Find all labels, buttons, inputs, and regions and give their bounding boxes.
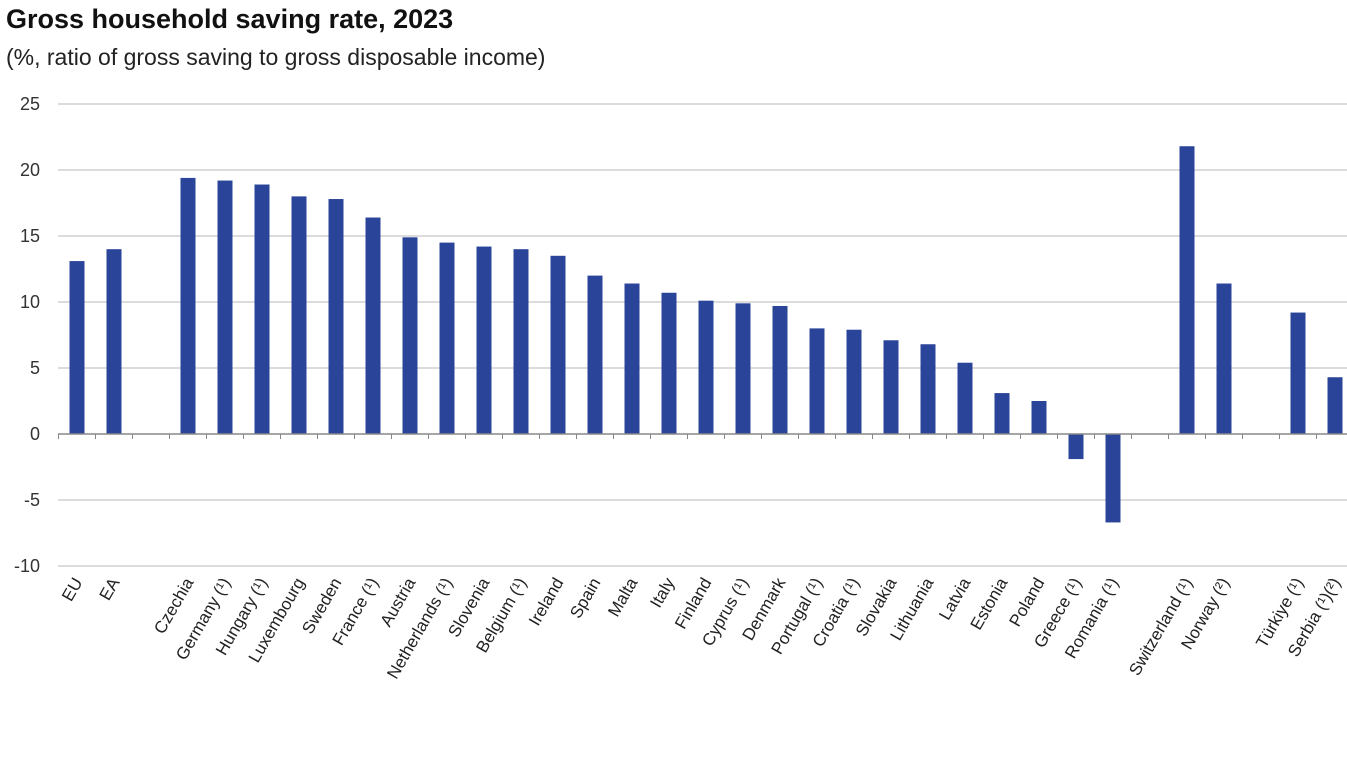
bar	[328, 199, 344, 434]
bar	[365, 217, 381, 434]
bar	[291, 196, 307, 434]
bar	[69, 261, 85, 434]
chart-subtitle: (%, ratio of gross saving to gross dispo…	[6, 44, 546, 70]
chart-title: Gross household saving rate, 2023	[6, 4, 454, 34]
bar	[957, 362, 973, 434]
y-tick-label: 15	[20, 226, 40, 246]
bar	[994, 393, 1010, 434]
bar	[587, 275, 603, 434]
x-tick-label: Ireland	[525, 575, 567, 630]
y-tick-label: -5	[24, 490, 40, 510]
x-tick-label: Estonia	[967, 574, 1012, 633]
bar	[402, 237, 418, 434]
x-tick-label: Malta	[604, 574, 642, 620]
bar	[1327, 377, 1343, 434]
bar	[846, 329, 862, 434]
bar	[550, 255, 566, 434]
bar	[698, 300, 714, 434]
bar	[920, 344, 936, 434]
bar	[809, 328, 825, 434]
y-tick-label: 0	[30, 424, 40, 444]
x-tick-label: Latvia	[935, 574, 974, 623]
y-tick-label: 5	[30, 358, 40, 378]
bar	[1216, 283, 1232, 434]
bar	[106, 249, 122, 434]
x-tick-label: EA	[96, 574, 124, 604]
x-tick-label: EU	[58, 575, 86, 605]
bar	[254, 184, 270, 434]
y-tick-label: 10	[20, 292, 40, 312]
bar	[1068, 434, 1084, 460]
bar	[661, 292, 677, 434]
bar	[1290, 312, 1306, 434]
bar	[439, 242, 455, 434]
bar	[1031, 401, 1047, 434]
bar	[624, 283, 640, 434]
bar	[1105, 434, 1121, 523]
y-tick-label: 25	[20, 94, 40, 114]
y-tick-label: -10	[14, 556, 40, 576]
bar	[513, 249, 529, 434]
bar	[180, 177, 196, 435]
bar	[883, 340, 899, 434]
bar	[1179, 146, 1195, 435]
bar	[735, 303, 751, 434]
bar	[476, 246, 492, 434]
x-tick-label: Spain	[566, 575, 604, 622]
bar	[217, 180, 233, 434]
bar	[772, 305, 788, 434]
x-tick-label: Italy	[646, 574, 678, 611]
y-tick-label: 20	[20, 160, 40, 180]
